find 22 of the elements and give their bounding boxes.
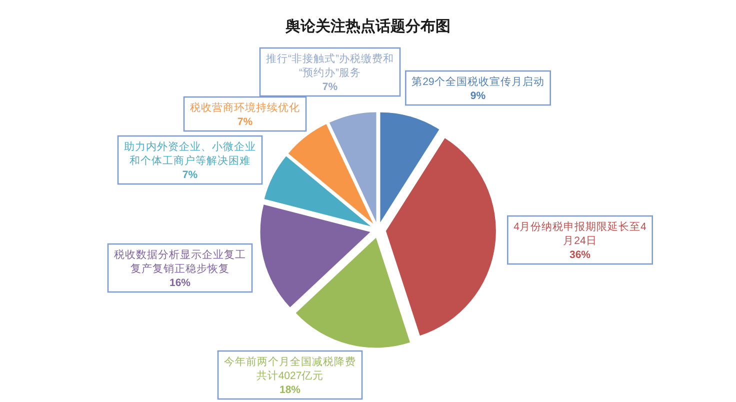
chart-title: 舆论关注热点话题分布图 — [284, 17, 450, 35]
data-label: 9% — [470, 90, 486, 102]
slice-label: 第29个全国税收宣传月启动 — [412, 75, 544, 88]
data-label: 推行“非接触式”办税缴费和“预约办”服务 7% — [259, 47, 401, 97]
data-label: 助力内外资企业、小微企业和个体工商户等解决困难 7% — [117, 135, 263, 185]
data-label: 税收数据分析显示企业复工复产复销正稳步恢复 16% — [107, 243, 253, 293]
slice-label: 推行“非接触式”办税缴费和“预约办”服务 — [266, 52, 394, 79]
data-label: 36% — [569, 249, 592, 261]
data-label: 7% — [237, 116, 254, 128]
data-label: 16% — [169, 277, 192, 289]
data-label: 18% — [279, 384, 302, 396]
slice-label: 4月份纳税申报期限延长至4月24日 — [514, 220, 646, 247]
data-label: 7% — [182, 169, 198, 181]
data-label: 4月份纳税申报期限延长至4月24日 36% — [507, 215, 653, 265]
data-label: 今年前两个月全国减税降费共计4027亿元 18% — [217, 350, 363, 400]
slice-label: 助力内外资企业、小微企业和个体工商户等解决困难 — [124, 140, 256, 167]
data-label: 7% — [322, 81, 338, 93]
slice-label: 税收数据分析显示企业复工复产复销正稳步恢复 — [114, 248, 246, 275]
data-label: 第29个全国税收宣传月启动 9% — [405, 70, 551, 106]
slice-label: 今年前两个月全国减税降费共计4027亿元 — [224, 355, 356, 382]
data-label: 税收营商环境持续优化 7% — [183, 96, 307, 132]
slice-label: 税收营商环境持续优化 — [190, 101, 300, 114]
